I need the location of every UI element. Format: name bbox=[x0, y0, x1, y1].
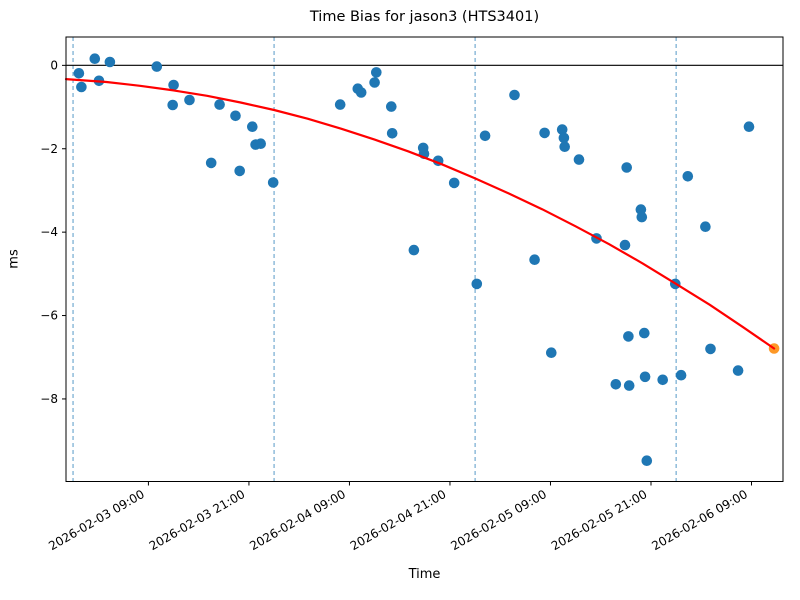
measurement-point bbox=[205, 157, 217, 169]
measurement-point bbox=[675, 369, 687, 381]
measurement-point bbox=[247, 121, 258, 132]
x-axis-title: Time bbox=[408, 567, 441, 582]
measurement-point bbox=[184, 94, 195, 106]
measurement-point bbox=[369, 77, 380, 88]
measurement-point bbox=[73, 68, 85, 79]
x-tick-label: 2026-02-04 21:00 bbox=[348, 487, 449, 553]
measurement-point bbox=[255, 138, 266, 149]
y-tick-label: −6 bbox=[40, 309, 58, 323]
y-axis-title: ms bbox=[6, 249, 22, 269]
measurement-point bbox=[529, 254, 540, 265]
measurement-point bbox=[448, 177, 460, 189]
measurement-point bbox=[479, 130, 491, 142]
measurement-point bbox=[657, 374, 668, 386]
measurement-point bbox=[168, 79, 179, 91]
x-tick-label: 2026-02-05 21:00 bbox=[549, 487, 650, 553]
x-tick-label: 2026-02-03 09:00 bbox=[46, 487, 147, 553]
fit-curve-line bbox=[64, 78, 776, 350]
measurement-point bbox=[89, 53, 101, 64]
plot-border bbox=[65, 36, 784, 482]
measurement-point bbox=[371, 67, 382, 78]
measurement-point bbox=[682, 171, 694, 182]
measurement-point bbox=[471, 278, 483, 290]
measurement-point bbox=[732, 365, 744, 376]
measurement-point bbox=[641, 455, 653, 467]
measurement-point bbox=[559, 141, 570, 152]
measurement-point bbox=[355, 87, 367, 98]
measurement-point bbox=[386, 101, 397, 112]
chart-title: Time Bias for jason3 (HTS3401) bbox=[309, 9, 540, 25]
y-tick-label: −8 bbox=[40, 392, 58, 406]
measurement-point bbox=[623, 331, 634, 342]
measurement-point bbox=[539, 127, 550, 139]
measurement-point bbox=[573, 154, 585, 165]
measurement-point bbox=[636, 211, 648, 223]
measurement-point bbox=[408, 244, 420, 256]
x-tick-label: 2026-02-06 09:00 bbox=[649, 487, 750, 553]
measurement-point bbox=[705, 343, 716, 355]
measurement-point bbox=[151, 61, 163, 72]
measurement-point bbox=[639, 327, 650, 339]
measurement-point bbox=[334, 99, 346, 110]
measurement-point bbox=[214, 99, 225, 110]
measurement-point bbox=[621, 162, 632, 173]
x-tick-label: 2026-02-04 09:00 bbox=[247, 487, 348, 553]
measurement-point bbox=[509, 89, 520, 101]
measurement-point bbox=[556, 124, 568, 135]
measurement-point bbox=[76, 81, 87, 93]
measurement-point bbox=[558, 132, 570, 144]
measurement-point bbox=[619, 239, 631, 251]
y-tick-label: −4 bbox=[40, 225, 58, 239]
measurement-point bbox=[639, 371, 651, 383]
measurement-point bbox=[230, 110, 241, 122]
measurement-point bbox=[700, 221, 711, 232]
y-tick-label: 0 bbox=[50, 58, 58, 72]
measurement-point bbox=[610, 379, 622, 390]
measurement-point bbox=[167, 99, 178, 111]
measurement-point bbox=[546, 347, 557, 359]
y-tick-label: −2 bbox=[40, 142, 58, 156]
measurement-point bbox=[104, 56, 116, 68]
x-tick-label: 2026-02-05 09:00 bbox=[448, 487, 549, 553]
measurement-point bbox=[267, 177, 279, 188]
measurement-point bbox=[743, 121, 755, 132]
measurement-point bbox=[234, 165, 245, 177]
measurement-point bbox=[386, 128, 398, 139]
measurement-point bbox=[623, 380, 635, 391]
x-tick-label: 2026-02-03 21:00 bbox=[147, 487, 248, 553]
